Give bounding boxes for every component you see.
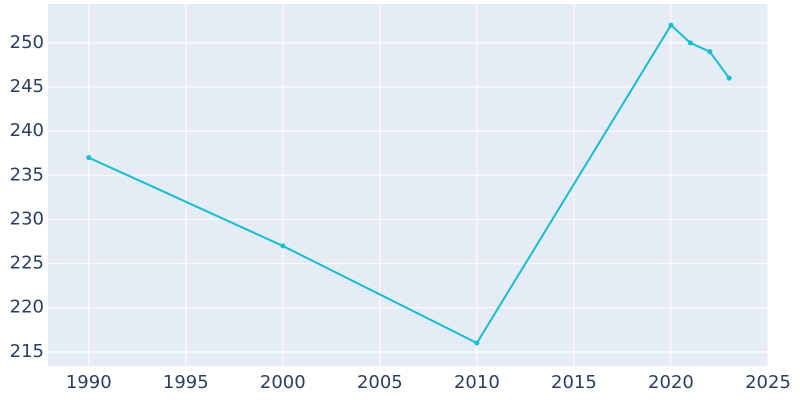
y-tick-label: 225 (10, 253, 44, 274)
data-point (86, 155, 92, 161)
x-tick-label: 2005 (357, 372, 403, 393)
x-tick-label: 1990 (66, 372, 112, 393)
y-tick-label: 240 (10, 120, 44, 141)
x-tick-label: 2000 (260, 372, 306, 393)
data-point (707, 49, 713, 55)
data-point (726, 75, 732, 81)
y-tick-label: 230 (10, 208, 44, 229)
data-point (474, 340, 480, 346)
y-tick-label: 215 (10, 341, 44, 362)
x-tick-label: 2010 (454, 372, 500, 393)
x-tick-label: 1995 (163, 372, 209, 393)
y-tick-label: 235 (10, 164, 44, 185)
y-tick-label: 220 (10, 297, 44, 318)
x-tick-label: 2020 (648, 372, 694, 393)
data-point (280, 243, 286, 249)
y-tick-label: 250 (10, 32, 44, 53)
data-point (687, 40, 693, 46)
data-point (668, 22, 674, 28)
y-tick-label: 245 (10, 76, 44, 97)
plot-area (48, 4, 768, 366)
x-tick-label: 2025 (745, 372, 791, 393)
x-tick-label: 2015 (551, 372, 597, 393)
